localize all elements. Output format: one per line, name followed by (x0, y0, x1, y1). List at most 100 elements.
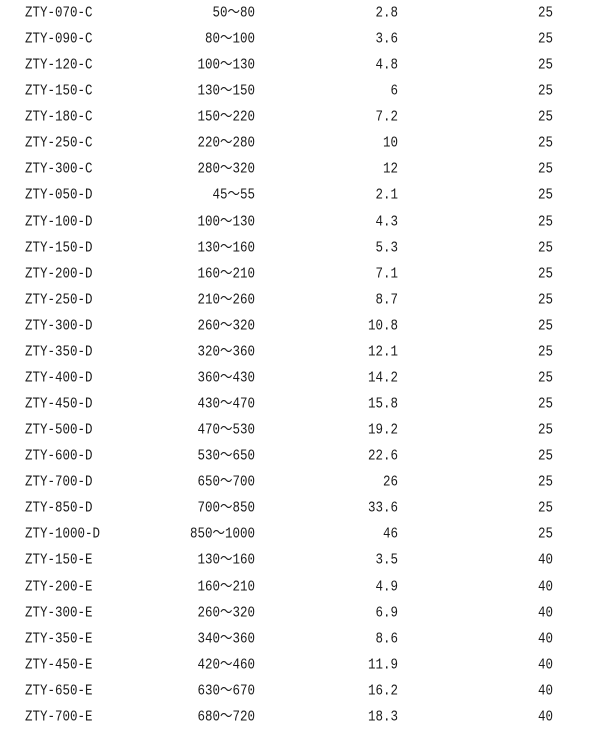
range-cell: 130～160 (197, 239, 255, 256)
rating-cell: 40 (537, 604, 553, 621)
value-cell: 10 (382, 135, 398, 152)
table-row: ZTY-300-E 260～320 6.9 40 (0, 600, 600, 626)
value-cell: 5.3 (375, 239, 398, 256)
value-cell: 33.6 (367, 500, 398, 517)
table-row: ZTY-150-C 130～150 6 25 (0, 78, 600, 104)
range-cell: 650～700 (197, 474, 255, 491)
range-cell: 470～530 (197, 422, 255, 439)
table-row: ZTY-250-D 210～260 8.7 25 (0, 287, 600, 313)
table-row: ZTY-150-E 130～160 3.5 40 (0, 547, 600, 573)
model-cell: ZTY-450-E (25, 656, 93, 673)
range-cell: 130～150 (197, 83, 255, 100)
model-cell: ZTY-120-C (25, 57, 93, 74)
model-cell: ZTY-300-E (25, 604, 93, 621)
range-cell: 220～280 (197, 135, 255, 152)
model-cell: ZTY-700-D (25, 474, 93, 491)
value-cell: 16.2 (367, 682, 398, 699)
value-cell: 46 (382, 526, 398, 543)
value-cell: 7.1 (375, 265, 398, 282)
rating-cell: 25 (537, 291, 553, 308)
table-row: ZTY-450-D 430～470 15.8 25 (0, 391, 600, 417)
table-row: ZTY-090-C 80～100 3.6 25 (0, 26, 600, 52)
model-cell: ZTY-400-D (25, 369, 93, 387)
rating-cell: 25 (537, 109, 553, 126)
value-cell: 18.3 (367, 708, 398, 725)
model-cell: ZTY-200-D (25, 265, 93, 282)
rating-cell: 25 (537, 57, 553, 74)
table-row: ZTY-600-D 530～650 22.6 25 (0, 443, 600, 469)
model-cell: ZTY-250-D (25, 291, 93, 308)
rating-cell: 40 (537, 578, 553, 595)
range-cell: 630～670 (197, 682, 255, 699)
value-cell: 2.8 (375, 4, 398, 22)
model-cell: ZTY-350-E (25, 630, 93, 647)
table-row: ZTY-350-D 320～360 12.1 25 (0, 339, 600, 365)
table-row: ZTY-100-D 100～130 4.3 25 (0, 209, 600, 235)
rating-cell: 25 (537, 4, 553, 22)
value-cell: 8.6 (375, 630, 398, 647)
table-row: ZTY-200-D 160～210 7.1 25 (0, 261, 600, 287)
rating-cell: 25 (537, 83, 553, 100)
value-cell: 2.1 (375, 187, 398, 204)
value-cell: 14.2 (367, 369, 398, 387)
model-cell: ZTY-180-C (25, 109, 93, 126)
model-cell: ZTY-700-E (25, 708, 93, 725)
rating-cell: 25 (537, 187, 553, 204)
model-cell: ZTY-150-D (25, 239, 93, 256)
value-cell: 7.2 (375, 109, 398, 126)
model-cell: ZTY-150-E (25, 552, 93, 569)
table-row: ZTY-450-E 420～460 11.9 40 (0, 652, 600, 678)
rating-cell: 40 (537, 552, 553, 569)
rating-cell: 25 (537, 526, 553, 543)
range-cell: 530～650 (197, 448, 255, 465)
table-row: ZTY-200-E 160～210 4.9 40 (0, 574, 600, 600)
value-cell: 8.7 (375, 291, 398, 308)
table-row: ZTY-400-D 360～430 14.2 25 (0, 365, 600, 391)
range-cell: 340～360 (197, 630, 255, 647)
range-cell: 430～470 (197, 395, 255, 413)
range-cell: 100～130 (197, 213, 255, 230)
rating-cell: 25 (537, 422, 553, 439)
rating-cell: 25 (537, 369, 553, 387)
model-cell: ZTY-100-D (25, 213, 93, 230)
range-cell: 160～210 (197, 578, 255, 595)
value-cell: 10.8 (367, 317, 398, 334)
value-cell: 22.6 (367, 448, 398, 465)
value-cell: 3.5 (375, 552, 398, 569)
rating-cell: 25 (537, 161, 553, 178)
table-row: ZTY-850-D 700～850 33.6 25 (0, 495, 600, 521)
model-cell: ZTY-250-C (25, 135, 93, 152)
table-row: ZTY-700-E 680～720 18.3 40 (0, 704, 600, 730)
range-cell: 320～360 (197, 343, 255, 360)
model-cell: ZTY-500-D (25, 422, 93, 439)
range-cell: 850～1000 (189, 526, 255, 543)
model-cell: ZTY-850-D (25, 500, 93, 517)
range-cell: 50～80 (212, 4, 255, 22)
table-row: ZTY-250-C 220～280 10 25 (0, 130, 600, 156)
value-cell: 12 (382, 161, 398, 178)
model-cell: ZTY-600-D (25, 448, 93, 465)
value-cell: 4.9 (375, 578, 398, 595)
range-cell: 680～720 (197, 708, 255, 725)
rating-cell: 40 (537, 630, 553, 647)
model-cell: ZTY-200-E (25, 578, 93, 595)
rating-cell: 25 (537, 395, 553, 413)
model-cell: ZTY-300-D (25, 317, 93, 334)
rating-cell: 25 (537, 448, 553, 465)
model-cell: ZTY-450-D (25, 395, 93, 413)
range-cell: 360～430 (197, 369, 255, 387)
rating-cell: 25 (537, 265, 553, 282)
model-cell: ZTY-090-C (25, 31, 93, 48)
table-row: ZTY-180-C 150～220 7.2 25 (0, 104, 600, 130)
range-cell: 260～320 (197, 317, 255, 334)
range-cell: 150～220 (197, 109, 255, 126)
table-row: ZTY-1000-D 850～1000 46 25 (0, 521, 600, 547)
range-cell: 80～100 (204, 31, 255, 48)
rating-cell: 40 (537, 708, 553, 725)
value-cell: 12.1 (367, 343, 398, 360)
rating-cell: 40 (537, 682, 553, 699)
model-cell: ZTY-1000-D (25, 526, 101, 543)
model-cell: ZTY-050-D (25, 187, 93, 204)
model-cell: ZTY-150-C (25, 83, 93, 100)
value-cell: 15.8 (367, 395, 398, 413)
